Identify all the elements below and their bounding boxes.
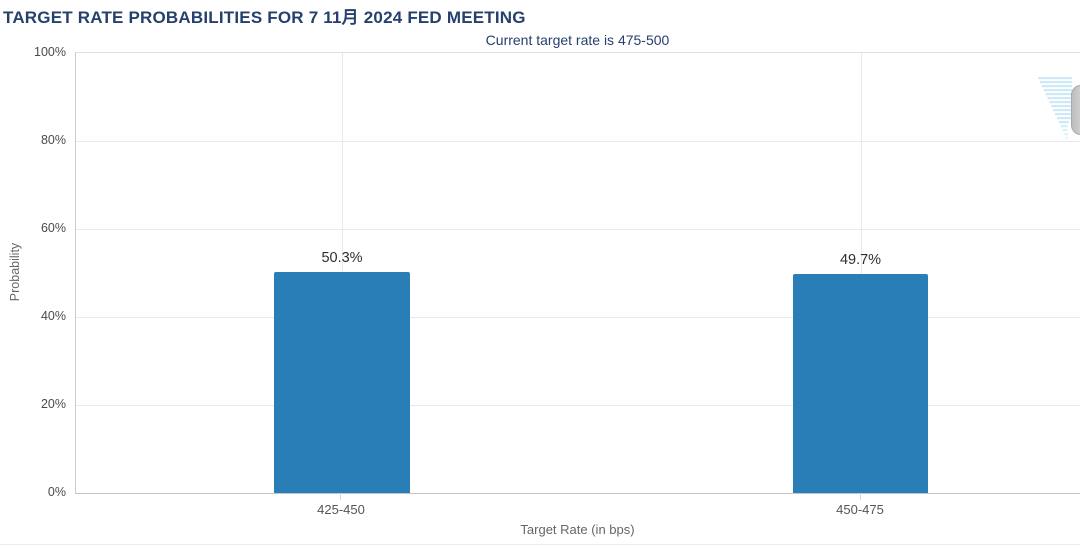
y-tick-0: 0% (47, 485, 66, 499)
y-tick-60: 60% (40, 221, 66, 235)
edge-handle[interactable] (1071, 85, 1080, 135)
y-tick-100: 100% (34, 45, 66, 59)
x-tick-label-2: 450-475 (836, 502, 884, 517)
gridline-category-2 (861, 53, 862, 493)
gridline-40 (76, 317, 1080, 318)
bar-450-475[interactable]: 49.7% (793, 252, 928, 493)
bar-value-label: 49.7% (839, 252, 882, 269)
gridline-80 (76, 141, 1080, 142)
chart-subtitle: Current target rate is 475-500 (485, 32, 670, 48)
y-axis-title: Probability (8, 242, 22, 302)
y-tick-20: 20% (40, 397, 66, 411)
y-tick-80: 80% (40, 133, 66, 147)
chart-title: TARGET RATE PROBABILITIES FOR 7 11月 2024… (3, 8, 526, 27)
bar-fill (274, 271, 410, 493)
x-tick-mark-2 (860, 493, 861, 500)
gridline-20 (76, 405, 1080, 406)
y-tick-40: 40% (40, 309, 66, 323)
bottom-divider (0, 544, 1080, 545)
cme-feather-watermark-icon (1038, 77, 1072, 140)
plot-area: 50.3% 49.7% (75, 52, 1080, 494)
bar-fill (793, 274, 928, 493)
x-tick-label-1: 425-450 (317, 502, 365, 517)
x-axis-title: Target Rate (in bps) (520, 522, 635, 537)
x-tick-mark-1 (340, 493, 341, 500)
bar-425-450[interactable]: 50.3% (274, 250, 410, 493)
gridline-60 (76, 229, 1080, 230)
bar-value-label: 50.3% (321, 249, 363, 266)
